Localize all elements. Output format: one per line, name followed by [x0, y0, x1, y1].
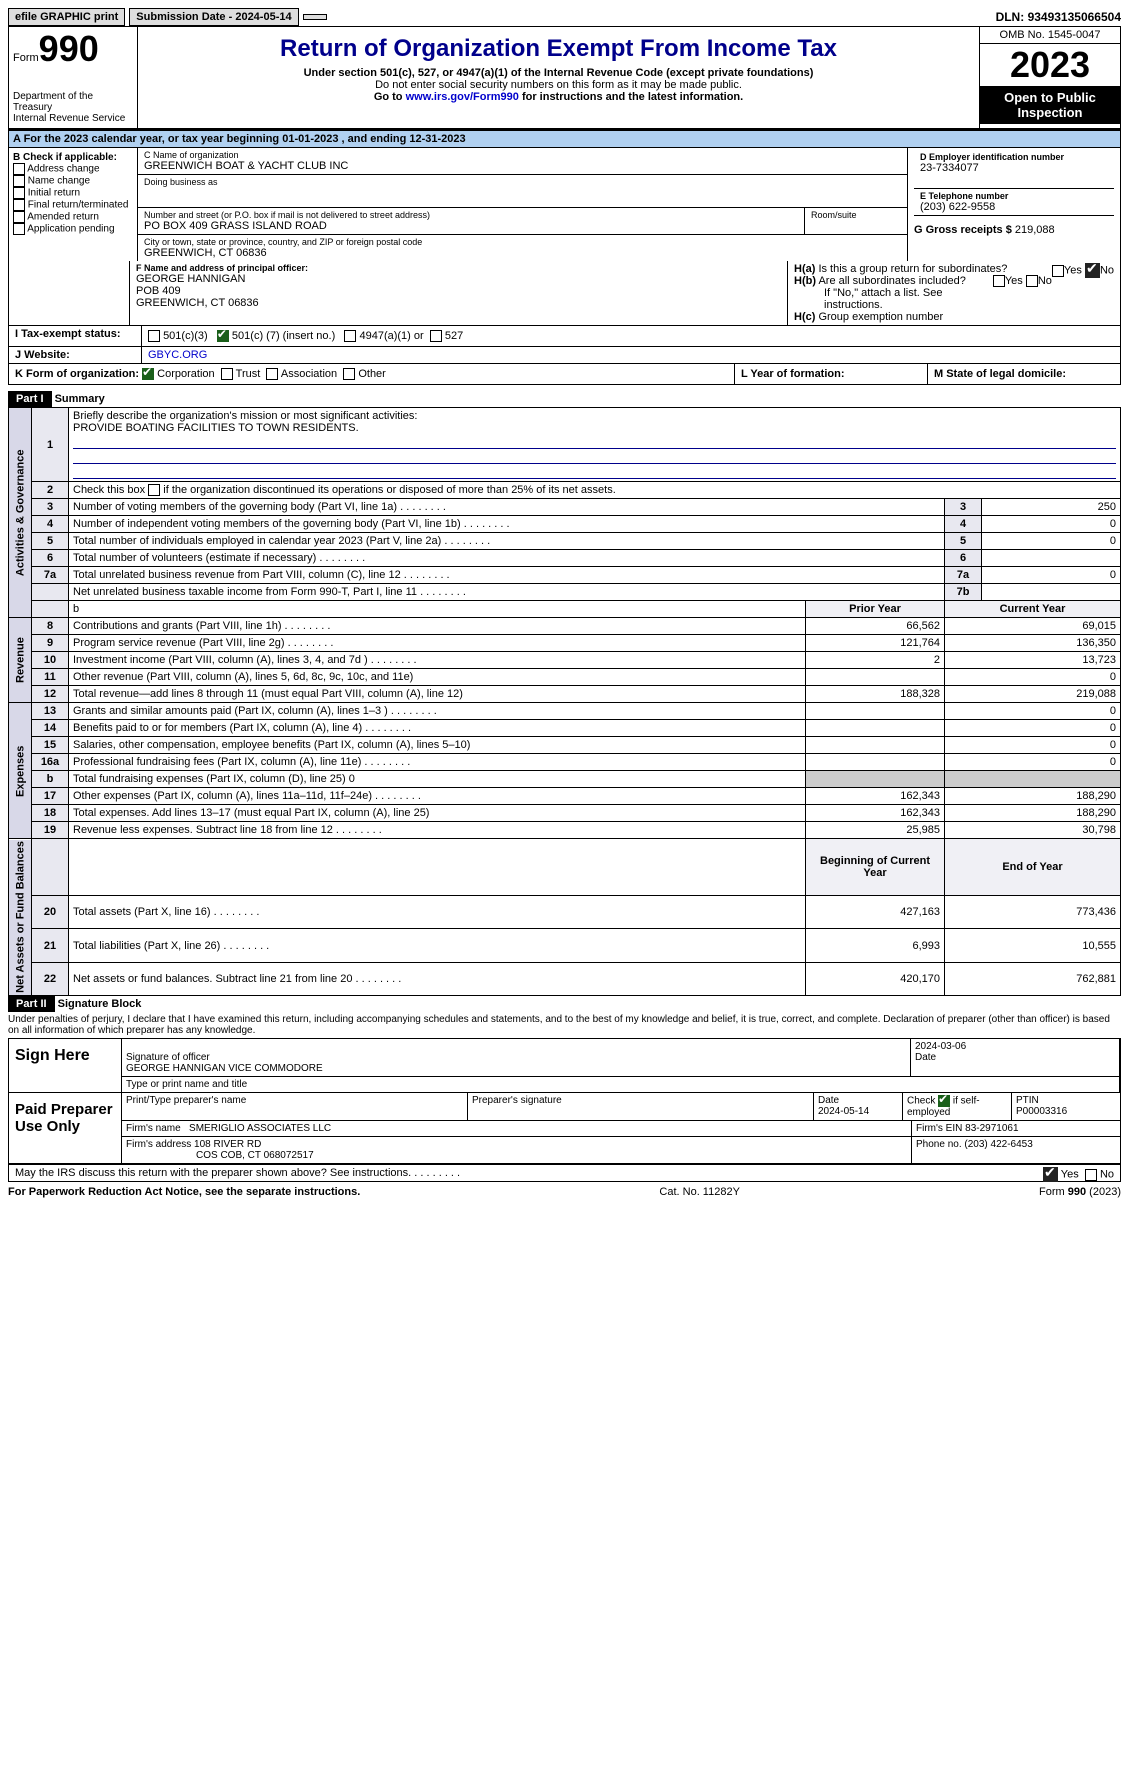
submission-tab[interactable]: Submission Date - 2024-05-14 [129, 8, 298, 26]
name-change-checkbox[interactable] [13, 175, 25, 187]
discuss-no[interactable] [1085, 1169, 1097, 1181]
amended-checkbox[interactable] [13, 211, 25, 223]
box-c: C Name of organizationGREENWICH BOAT & Y… [138, 148, 908, 261]
app-pending-checkbox[interactable] [13, 223, 25, 235]
efile-tab[interactable]: efile GRAPHIC print [8, 8, 125, 26]
dept: Department of the Treasury Internal Reve… [13, 91, 133, 124]
trust-checkbox[interactable] [221, 368, 233, 380]
summary-table: Activities & Governance 1 Briefly descri… [8, 407, 1121, 996]
header-center: Return of Organization Exempt From Incom… [138, 27, 979, 128]
addr-change-checkbox[interactable] [13, 163, 25, 175]
signature-block: Sign Here Signature of officerGEORGE HAN… [8, 1038, 1121, 1165]
501c3-checkbox[interactable] [148, 330, 160, 342]
hb-yes[interactable] [993, 275, 1005, 287]
perjury-text: Under penalties of perjury, I declare th… [8, 1012, 1121, 1038]
527-checkbox[interactable] [430, 330, 442, 342]
period-row: A For the 2023 calendar year, or tax yea… [8, 130, 1121, 148]
form-header: Form990 Department of the Treasury Inter… [8, 26, 1121, 130]
box-f: F Name and address of principal officer:… [130, 261, 788, 325]
initial-return-checkbox[interactable] [13, 187, 25, 199]
hb-no[interactable] [1026, 275, 1038, 287]
discuss-yes[interactable] [1043, 1167, 1058, 1182]
501c-checkbox[interactable] [217, 330, 229, 342]
corp-checkbox[interactable] [142, 368, 154, 380]
discuss-row: May the IRS discuss this return with the… [8, 1165, 1121, 1182]
irs-link[interactable]: www.irs.gov/Form990 [406, 91, 519, 103]
part2-bar: Part II [8, 996, 55, 1012]
final-return-checkbox[interactable] [13, 199, 25, 211]
topbar: efile GRAPHIC print Submission Date - 20… [8, 8, 1121, 26]
box-h: H(a) Is this a group return for subordin… [788, 261, 1120, 325]
dln: DLN: 93493135066504 [996, 10, 1121, 24]
entity-grid: B Check if applicable: Address change Na… [8, 148, 1121, 261]
4947-checkbox[interactable] [344, 330, 356, 342]
ha-yes[interactable] [1052, 265, 1064, 277]
assoc-checkbox[interactable] [266, 368, 278, 380]
discontinued-checkbox[interactable] [148, 484, 160, 496]
blank-tab[interactable] [303, 14, 327, 20]
part1-bar: Part I [8, 391, 52, 407]
self-employed-checkbox[interactable] [938, 1095, 950, 1107]
box-de-g: D Employer identification number23-73340… [908, 148, 1120, 261]
ha-no[interactable] [1085, 263, 1100, 278]
box-b: B Check if applicable: Address change Na… [9, 148, 138, 261]
website-link[interactable]: GBYC.ORG [148, 349, 207, 361]
page-footer: For Paperwork Reduction Act Notice, see … [8, 1186, 1121, 1198]
header-left: Form990 Department of the Treasury Inter… [9, 27, 138, 128]
other-checkbox[interactable] [343, 368, 355, 380]
form-title: Return of Organization Exempt From Incom… [146, 35, 971, 63]
header-right: OMB No. 1545-0047 2023 Open to Public In… [979, 27, 1120, 128]
